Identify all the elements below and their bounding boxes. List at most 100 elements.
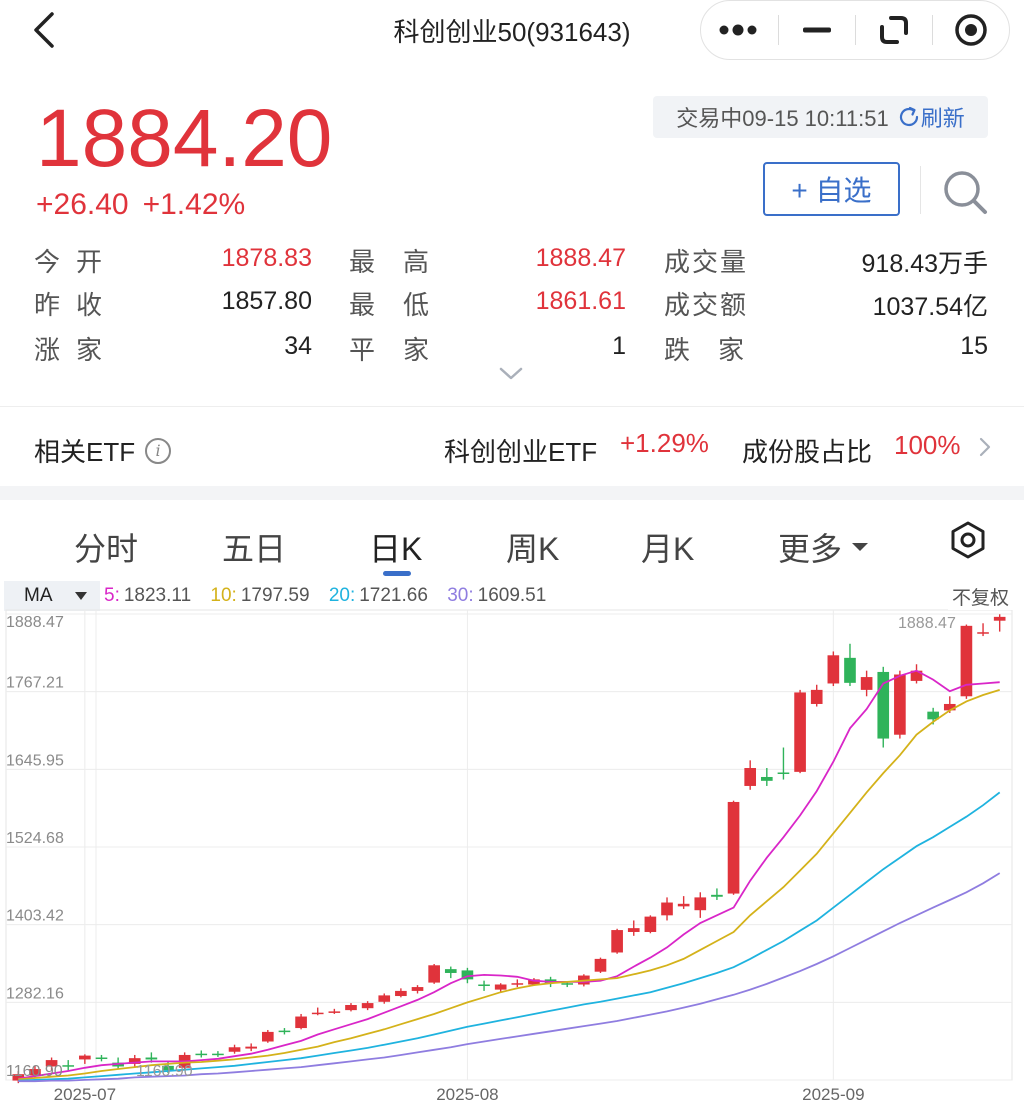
chevron-down-icon [499, 367, 523, 380]
ma-label: MA [24, 585, 53, 606]
etf-name[interactable]: 科创创业ETF [444, 437, 598, 467]
add-watchlist-button[interactable]: + 自选 [763, 162, 900, 216]
candle-body [145, 1057, 158, 1060]
x-tick-label: 2025-09 [802, 1085, 864, 1104]
candle-body [261, 1031, 274, 1042]
y-tick-label: 1403.42 [6, 908, 64, 925]
minimize-button[interactable] [778, 1, 855, 59]
candle-body [128, 1058, 141, 1064]
candle-body [395, 990, 407, 997]
price-change: +26.40 +1.42% [36, 188, 245, 222]
candle-body [79, 1055, 91, 1060]
expand-stats-button[interactable] [498, 366, 524, 382]
candle-body [661, 902, 673, 916]
candle-body [927, 711, 939, 720]
trading-status: 交易中09-15 10:11:51 刷新 [653, 96, 988, 138]
refresh-button[interactable]: 刷新 [897, 101, 965, 133]
open-label: 今开 [34, 247, 119, 277]
candle-body [345, 1004, 357, 1011]
tab-more-label: 更多 [778, 531, 843, 567]
y-tick-label: 1524.68 [6, 830, 64, 847]
x-tick-label: 2025-07 [54, 1085, 116, 1104]
candle-body [561, 983, 574, 985]
candle-body [328, 1011, 341, 1013]
candle-body [594, 958, 607, 972]
amount-value: 1037.54亿 [872, 293, 988, 321]
ma10-value: 1797.59 [240, 585, 310, 606]
max-price-label: 1888.47 [898, 615, 956, 632]
high-value: 1888.47 [535, 244, 626, 272]
candle-body [295, 1016, 307, 1029]
candle-body [943, 703, 956, 711]
caret-down-icon [852, 543, 869, 551]
constituent-ratio-label: 成份股占比 [742, 437, 873, 467]
close-program-button[interactable] [932, 1, 1009, 59]
volume-value: 918.43万手 [861, 250, 988, 278]
candle-body [378, 995, 391, 1002]
ma-line-5 [18, 669, 1000, 1080]
search-button[interactable] [940, 168, 990, 216]
candle-body [12, 1074, 25, 1081]
candle-body [760, 776, 773, 781]
low-label: 最低 [349, 290, 458, 320]
tab-intraday[interactable]: 分时 [74, 531, 139, 567]
y-tick-label: 1645.95 [6, 752, 64, 769]
y-tick-label: 1888.47 [6, 614, 64, 631]
x-tick-label: 2025-08 [436, 1085, 498, 1104]
ma-line-20 [18, 791, 1001, 1082]
candle-body [744, 768, 757, 786]
minus-icon [802, 27, 831, 33]
price-adjust-select[interactable]: 不复权 [948, 583, 1014, 610]
search-icon [944, 171, 987, 214]
candlestick-chart[interactable]: 1160.90 1282.16 1403.42 1524.68 1645.95 1767.… [0, 606, 1024, 1112]
decliners-value: 15 [960, 332, 988, 360]
ma5-value: 1823.11 [123, 585, 192, 606]
candle-body [195, 1053, 208, 1056]
ma20-key: 20: [328, 585, 356, 606]
candle-body [411, 987, 424, 991]
active-tab-indicator [383, 571, 411, 576]
candle-body [361, 1003, 374, 1009]
more-dots-icon [719, 24, 756, 36]
candle-body [461, 970, 474, 980]
low-value: 1861.61 [535, 287, 626, 315]
ma30-value: 1609.51 [477, 585, 547, 606]
tab-daily-k[interactable]: 日K [369, 531, 423, 567]
mini-program-capsule [700, 0, 1010, 60]
chevron-left-icon [34, 12, 54, 48]
y-tick-label: 1160.90 [6, 1063, 63, 1080]
candle-body [677, 903, 690, 907]
tab-more[interactable]: 更多 [778, 524, 870, 570]
change-amount: +26.40 [36, 188, 129, 221]
chart-settings-button[interactable] [948, 520, 988, 560]
change-percent: +1.42% [142, 188, 246, 221]
info-icon[interactable]: i [145, 437, 172, 464]
float-window-button[interactable] [855, 1, 932, 59]
refresh-icon [899, 106, 918, 127]
candle-body [29, 1069, 41, 1076]
candle-body [877, 671, 890, 739]
amount-label: 成交额 [664, 290, 749, 320]
candle-body [62, 1065, 75, 1067]
constituent-ratio-value: 100% [894, 430, 961, 460]
candle-body [993, 616, 1006, 621]
more-menu-button[interactable] [701, 1, 778, 59]
gear-icon [951, 521, 985, 559]
unchanged-label: 平家 [349, 335, 458, 365]
status-text: 交易中09-15 10:11:51 [676, 106, 889, 131]
tab-monthly-k[interactable]: 月K [641, 531, 695, 567]
candle-body [777, 772, 790, 775]
tab-weekly-k[interactable]: 周K [506, 531, 560, 567]
candle-body [727, 801, 740, 894]
candle-body [627, 928, 640, 932]
candle-body [511, 983, 524, 985]
etf-detail-button[interactable] [978, 436, 992, 458]
candle-body [95, 1057, 108, 1060]
tab-five-day[interactable]: 五日 [222, 531, 287, 567]
ma-indicator-select[interactable]: MA [4, 581, 100, 611]
current-price: 1884.20 [36, 93, 333, 184]
float-window-icon [879, 16, 908, 44]
candle-body [711, 894, 723, 897]
chevron-right-icon [979, 437, 991, 457]
back-button[interactable] [28, 8, 68, 52]
